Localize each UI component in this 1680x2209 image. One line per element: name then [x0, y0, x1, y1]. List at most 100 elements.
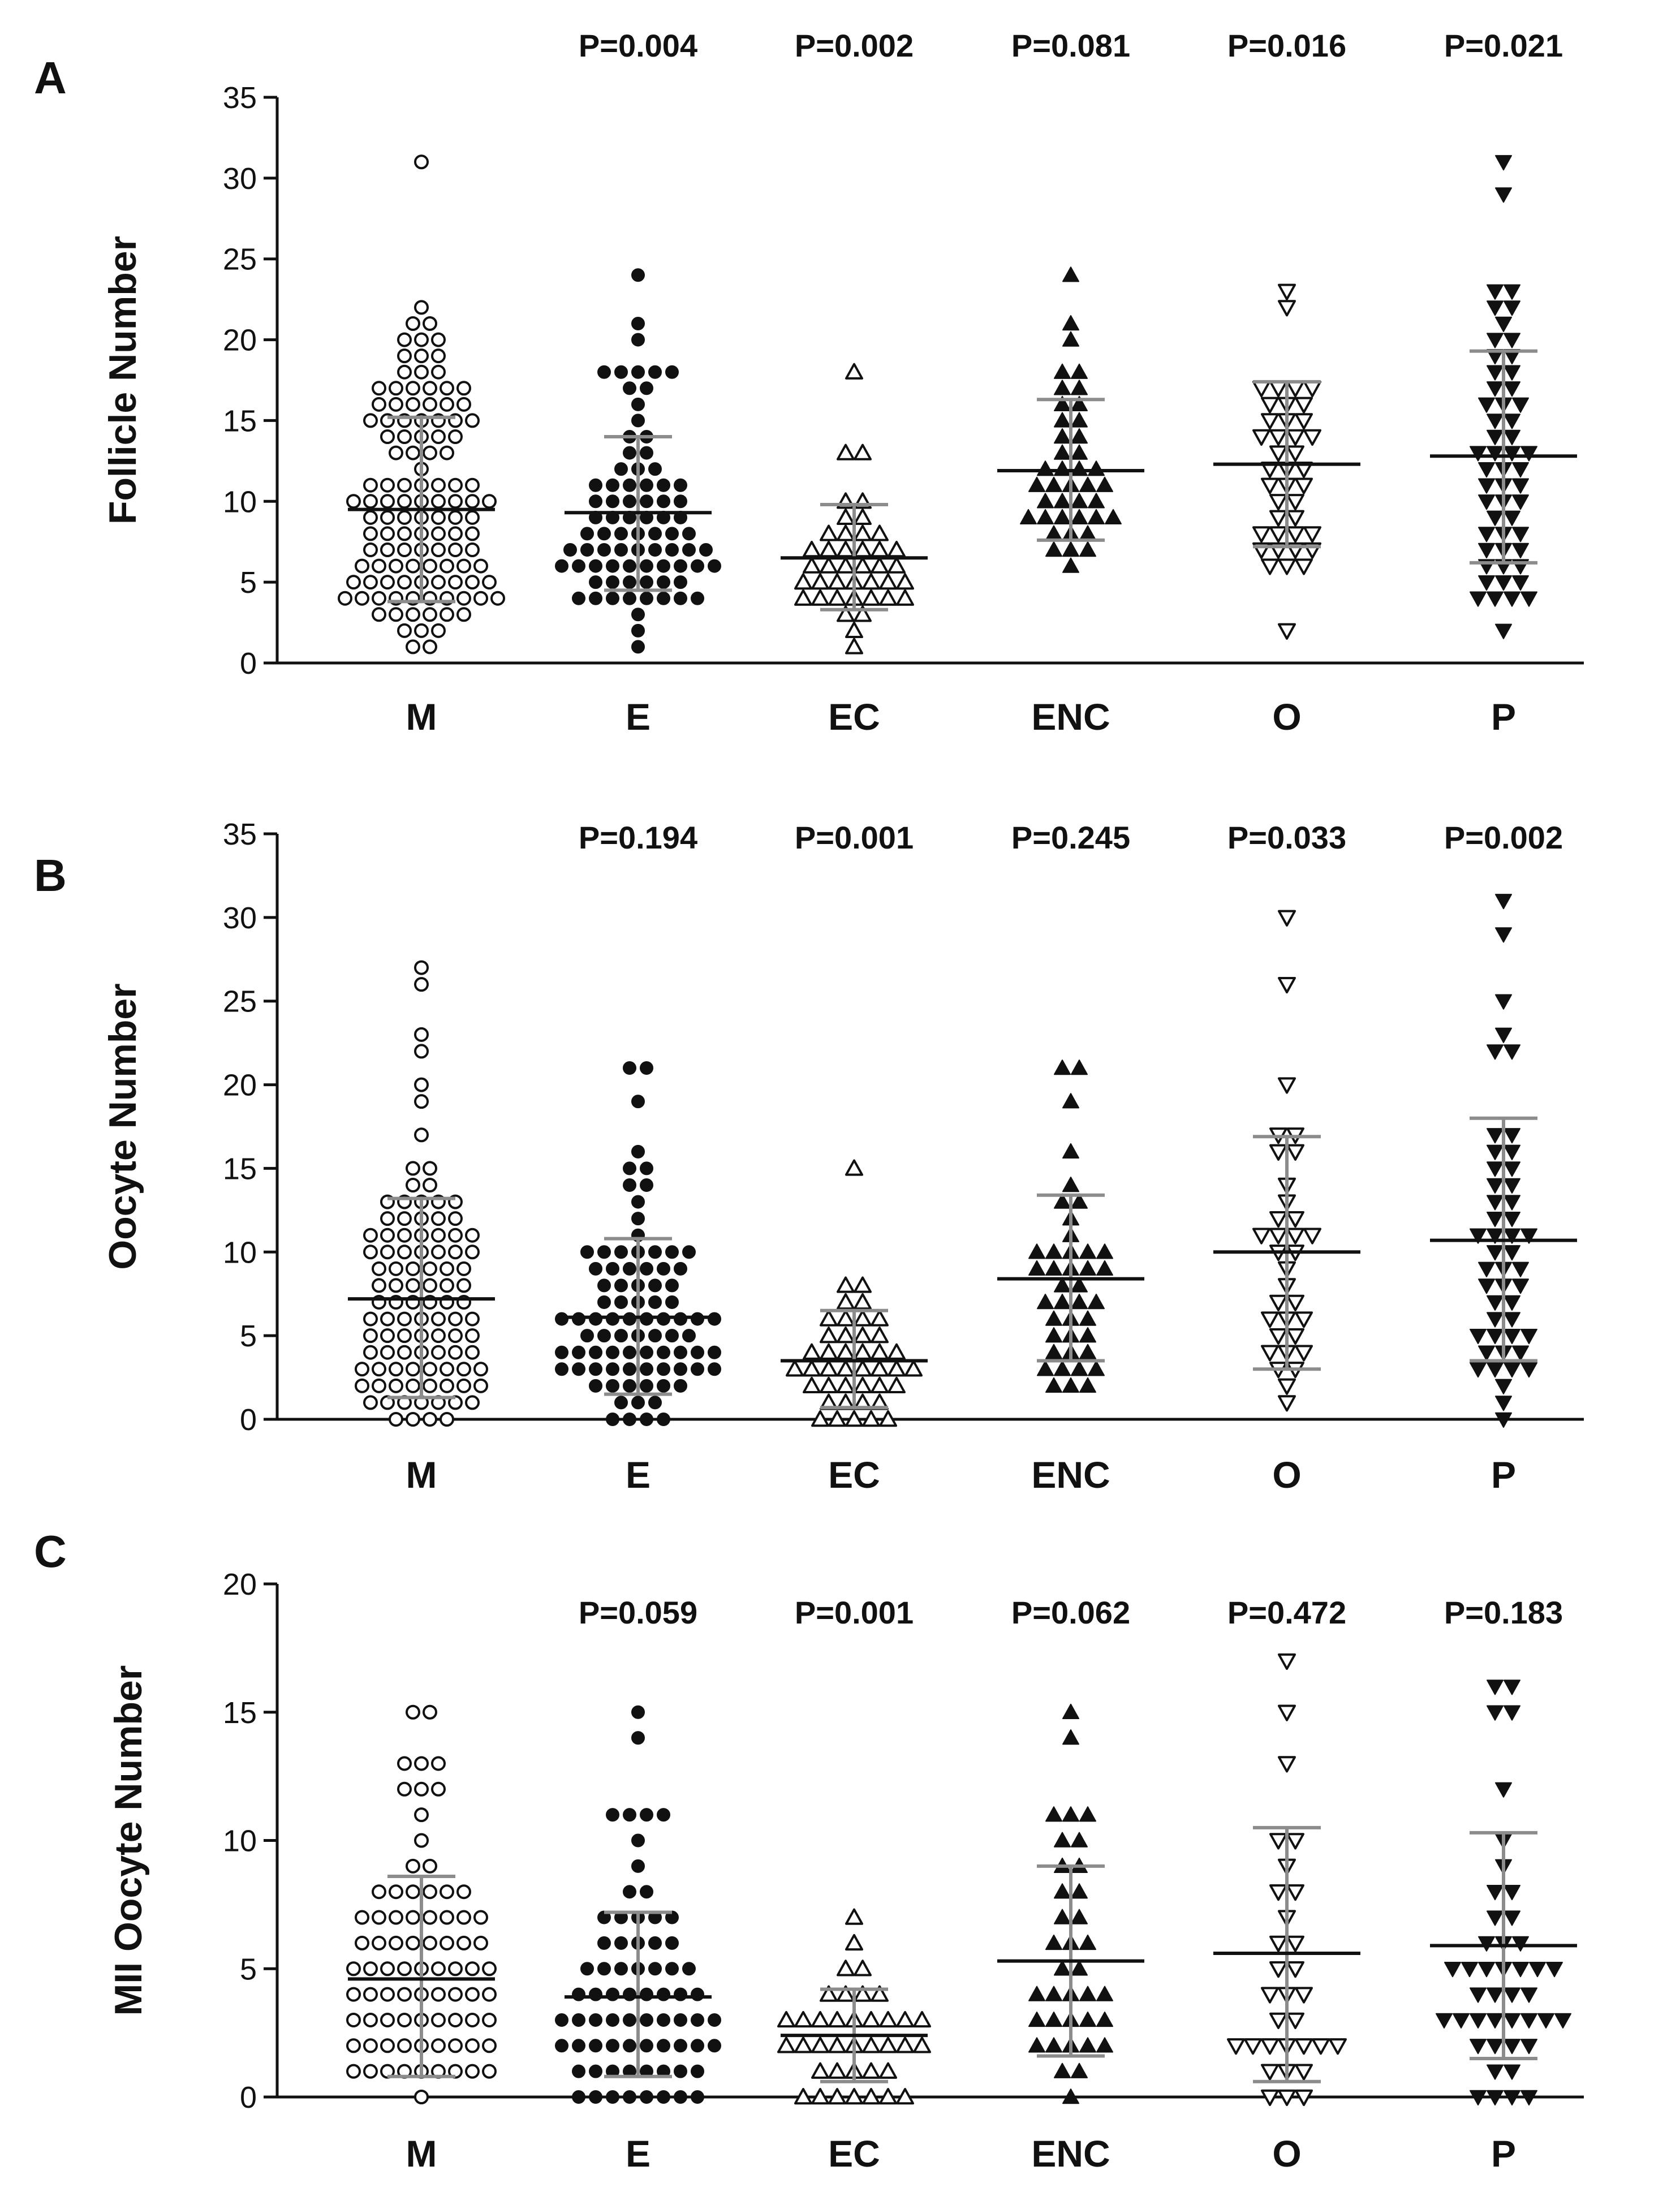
data-point — [1504, 333, 1520, 348]
data-point — [1504, 1178, 1520, 1194]
data-point — [879, 573, 897, 590]
data-point — [1487, 1128, 1504, 1144]
data-point — [820, 557, 838, 574]
data-point — [456, 1378, 471, 1393]
data-point — [1028, 2037, 1045, 2053]
data-point — [589, 2064, 602, 2078]
data-point — [431, 332, 446, 347]
category-label: ENC — [1031, 696, 1110, 738]
data-point — [1054, 363, 1071, 379]
data-point — [397, 1781, 412, 1797]
data-point — [1054, 2062, 1071, 2078]
data-point — [803, 1376, 821, 1394]
data-point — [631, 397, 645, 411]
data-point — [1286, 1211, 1304, 1228]
data-point — [1054, 1360, 1071, 1376]
data-point — [640, 1261, 653, 1276]
data-point — [406, 445, 420, 460]
data-point — [1470, 2090, 1487, 2105]
data-point — [854, 1376, 872, 1394]
data-point — [828, 573, 846, 590]
data-point — [1478, 1936, 1495, 1952]
data-point — [631, 1396, 645, 1410]
data-point — [1487, 365, 1504, 381]
data-point — [640, 1178, 653, 1192]
data-point — [448, 1345, 463, 1360]
data-point — [1079, 1260, 1096, 1276]
data-point — [580, 1962, 594, 1976]
data-point — [406, 1858, 420, 1874]
data-point — [431, 575, 446, 590]
data-point — [380, 2012, 395, 2027]
data-point — [423, 1261, 437, 1276]
data-point — [1286, 1961, 1304, 1978]
data-point — [397, 348, 412, 364]
data-point — [854, 443, 872, 460]
data-point — [1303, 429, 1321, 446]
data-point — [794, 2010, 812, 2028]
group-enc: ENC P=0.245 — [997, 820, 1144, 1496]
data-point — [614, 1329, 628, 1343]
data-point — [640, 1808, 653, 1822]
data-point — [423, 1178, 437, 1192]
data-point — [414, 623, 429, 638]
data-point — [1520, 1228, 1537, 1244]
p-value-label: P=0.081 — [1011, 28, 1130, 63]
data-point — [1062, 315, 1079, 331]
data-point — [623, 1261, 636, 1276]
data-point — [423, 1278, 437, 1293]
y-tick-label: 5 — [240, 1952, 257, 1986]
data-point — [380, 477, 395, 493]
data-point — [1487, 300, 1504, 316]
data-point — [777, 2036, 795, 2053]
data-point — [837, 1960, 855, 1977]
group-ec: EC P=0.001 — [781, 820, 928, 1496]
data-point — [640, 2039, 653, 2053]
data-point — [1546, 1962, 1563, 1978]
data-point — [820, 524, 838, 541]
data-point — [682, 1329, 696, 1343]
data-point — [854, 1360, 872, 1377]
data-point — [465, 526, 480, 541]
data-point — [397, 2012, 412, 2027]
y-tick-label: 20 — [223, 1568, 257, 1601]
data-point — [1495, 894, 1512, 910]
data-point — [1278, 300, 1296, 317]
data-point — [1096, 1260, 1113, 1276]
data-point — [648, 1962, 662, 1976]
data-point — [1037, 460, 1054, 476]
data-point — [1504, 1705, 1520, 1721]
data-point — [820, 1985, 838, 2002]
data-point — [1045, 1260, 1062, 1276]
data-point — [389, 397, 403, 412]
data-point — [896, 573, 914, 590]
data-point — [406, 1884, 420, 1900]
data-point — [406, 1362, 420, 1377]
data-point — [1312, 2038, 1330, 2055]
data-point — [682, 543, 696, 557]
data-point — [1278, 1756, 1296, 1773]
data-point — [1227, 2038, 1245, 2055]
data-point — [1278, 558, 1296, 575]
data-point — [657, 494, 670, 509]
category-label: ENC — [1031, 1454, 1110, 1496]
data-point — [389, 1261, 403, 1276]
data-point — [397, 526, 412, 541]
p-value-label: P=0.001 — [795, 820, 914, 855]
data-point — [1295, 1345, 1313, 1362]
data-point — [440, 1910, 454, 1925]
data-point — [837, 605, 855, 622]
data-point — [465, 1311, 480, 1327]
data-point — [811, 2088, 829, 2105]
data-point — [456, 558, 471, 574]
p-value-label: P=0.472 — [1227, 1595, 1346, 1630]
group-o: O P=0.033 — [1213, 820, 1360, 1496]
data-point — [1045, 1986, 1062, 2001]
data-point — [854, 508, 872, 526]
data-point — [456, 1261, 471, 1276]
data-point — [431, 1311, 446, 1327]
y-tick-label: 15 — [223, 404, 257, 438]
data-point — [691, 2039, 704, 2053]
data-point — [1096, 1986, 1113, 2001]
data-point — [1504, 591, 1520, 607]
